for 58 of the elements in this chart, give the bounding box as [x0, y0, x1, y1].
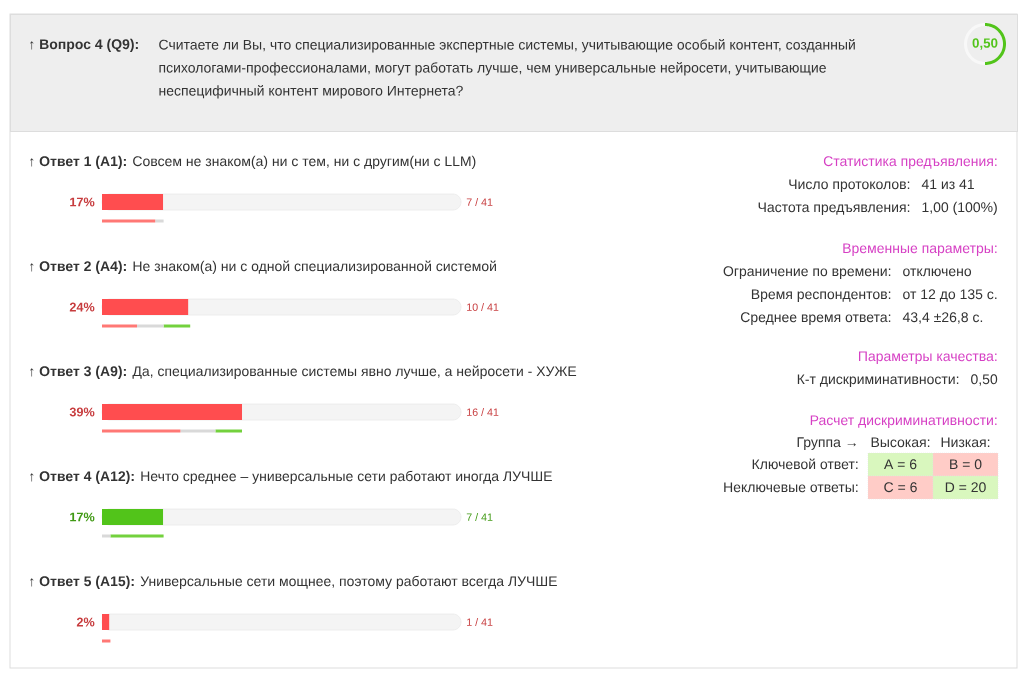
- text: Число протоколов:: [789, 179, 910, 192]
- text: B = 0: [950, 459, 982, 470]
- bar: [102, 299, 189, 316]
- text: Высокая:: [871, 437, 930, 448]
- text: 1 / 41: [467, 618, 493, 626]
- y-tick-label: ↑ Ответ 3 (A9): Да, специализированные системы явно лучше, а нейросети - ХУЖЕ: [30, 365, 577, 379]
- bar: [102, 429, 181, 433]
- text: C = 6: [884, 482, 917, 493]
- text: Среднее время ответа:: [740, 312, 891, 325]
- text: Считаете ли Вы, что специализированные экспертные системы, учитывающие особый контент, созданный психологами-профессионалами, могут работать лучше, чем универсальные нейросети, учитывающие неспецифичный контент мирового Интернета?: [159, 39, 855, 99]
- data-label: 2%: [76, 617, 95, 627]
- text: Ключевой ответ:: [752, 458, 858, 470]
- bar: [215, 429, 243, 433]
- text: Низкая:: [941, 437, 990, 448]
- bar: [102, 614, 110, 631]
- text: 16 / 41: [467, 408, 499, 416]
- text: D = 20: [945, 482, 986, 493]
- text: Группа →: [797, 437, 856, 450]
- text: 41 из 41: [921, 179, 974, 190]
- bar: [180, 429, 216, 433]
- bar: [163, 324, 191, 328]
- y-tick-label: ↑ Ответ 1 (A1): Совсем не знаком(а) ни с тем, ни с другим(ни с LLM): [30, 155, 476, 169]
- data-label: 17%: [70, 197, 95, 207]
- bar: [110, 534, 164, 538]
- data-label: 24%: [69, 302, 95, 312]
- chart-title: ↑ Вопрос 4 (Q9):: [30, 38, 138, 52]
- text: Ограничение по времени:: [723, 266, 891, 279]
- text: Статистика предъявления:: [823, 156, 997, 169]
- text: 43,4 ±26,8 с.: [902, 312, 983, 324]
- y-tick-label: ↑ Ответ 4 (A12): Нечто среднее – универсальные сети работают иногда ЛУЧШЕ: [30, 470, 552, 484]
- bar: [155, 219, 164, 223]
- bar: [102, 639, 111, 643]
- y-tick-label: ↑ Ответ 5 (A15): Универсальные сети мощнее, поэтому работают всегда ЛУЧШЕ: [30, 575, 557, 589]
- bar: [102, 324, 137, 328]
- text: отключено: [903, 268, 972, 277]
- text: A = 6: [883, 459, 917, 470]
- bar: [137, 324, 164, 328]
- text: 0,50: [972, 38, 998, 50]
- bar: [102, 509, 164, 526]
- text: 7 / 41: [466, 513, 493, 521]
- text: 0,50: [971, 374, 998, 386]
- text: Неключевые ответы:: [724, 482, 858, 493]
- text: 7 / 41: [466, 198, 493, 206]
- text: 1,00 (100%): [922, 201, 997, 215]
- text: Параметры качества:: [859, 351, 997, 364]
- bar: [102, 219, 156, 223]
- text: К-т дискриминативности:: [797, 374, 959, 387]
- bar: [102, 194, 164, 211]
- bar: [102, 534, 111, 538]
- text: 10 / 41: [467, 303, 499, 311]
- text: Время респондентов:: [751, 289, 891, 302]
- data-label: 17%: [70, 512, 95, 522]
- text: Расчет дискриминативности:: [810, 415, 997, 428]
- text: от 12 до 135 с.: [903, 289, 997, 302]
- text: Частота предъявления:: [758, 202, 910, 215]
- y-tick-label: ↑ Ответ 2 (A4): Не знаком(а) ни с одной специализированной системой: [30, 260, 496, 274]
- text: Временные параметры:: [843, 243, 997, 256]
- data-label: 39%: [69, 407, 95, 417]
